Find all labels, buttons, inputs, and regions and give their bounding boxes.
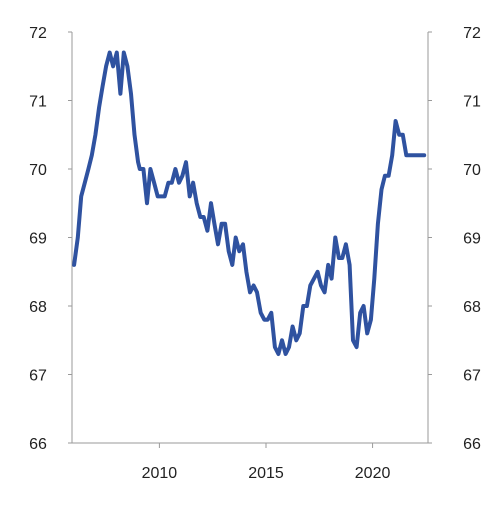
right-y-tick-label: 70 [463, 162, 481, 179]
right-y-tick-label: 71 [463, 94, 481, 111]
left-y-tick-label: 71 [29, 94, 47, 111]
right-y-tick-label: 72 [463, 25, 481, 42]
series-line [72, 50, 427, 356]
right-y-tick-label: 66 [463, 436, 481, 453]
right-y-tick-label: 68 [463, 299, 481, 316]
x-tick-label: 2015 [248, 465, 284, 482]
left-y-tick-label: 67 [29, 368, 47, 385]
left-y-tick-labels: 66 67 68 69 70 71 72 [29, 25, 47, 453]
right-y-tick-label: 67 [463, 368, 481, 385]
chart-axes [68, 31, 432, 448]
left-y-tick-label: 69 [29, 231, 47, 248]
x-tick-label: 2020 [355, 465, 391, 482]
right-y-tick-label: 69 [463, 231, 481, 248]
plot-area [72, 50, 427, 356]
x-tick-labels: 2010 2015 2020 [142, 465, 391, 482]
right-y-tick-labels: 66 67 68 69 70 71 72 [463, 25, 481, 453]
left-y-tick-label: 70 [29, 162, 47, 179]
x-tick-label: 2010 [142, 465, 178, 482]
left-y-tick-label: 66 [29, 436, 47, 453]
left-y-tick-label: 68 [29, 299, 47, 316]
left-y-tick-label: 72 [29, 25, 47, 42]
